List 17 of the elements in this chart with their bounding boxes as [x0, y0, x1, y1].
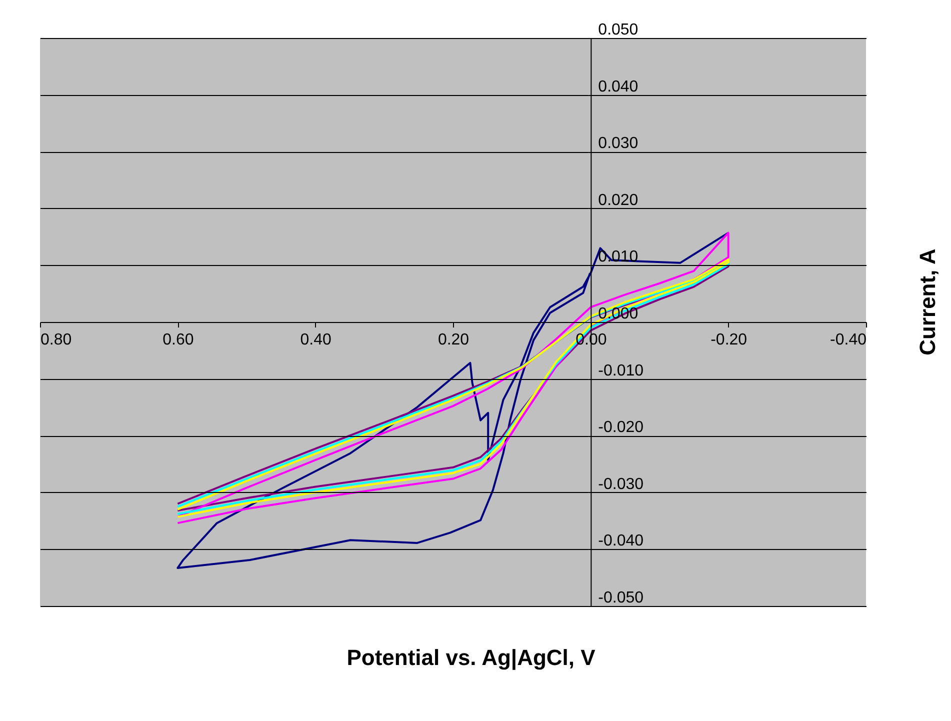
y-tick-label: -0.020: [598, 419, 644, 436]
y-axis-title: Current, A: [915, 248, 940, 356]
y-tick-label: -0.010: [598, 362, 644, 380]
y-tick-label: 0.030: [598, 135, 638, 152]
x-axis-title: Potential vs. Ag|AgCl, V: [346, 645, 596, 670]
y-tick-label: 0.020: [598, 192, 638, 209]
y-tick-label: 0.040: [598, 78, 638, 96]
y-tick-label: -0.050: [598, 590, 644, 606]
x-tick-label: -0.20: [710, 332, 748, 348]
y-tick-label: -0.030: [598, 476, 644, 493]
y-tick-label: 0.050: [598, 22, 638, 38]
y-tick-label: -0.040: [598, 532, 644, 550]
x-tick-label: 0.80: [40, 332, 72, 348]
x-tick-label: 0.20: [438, 332, 470, 348]
x-tick-label: 0.40: [300, 332, 332, 348]
x-tick-label: -0.40: [830, 332, 867, 348]
x-tick-label: 0.60: [162, 332, 194, 348]
